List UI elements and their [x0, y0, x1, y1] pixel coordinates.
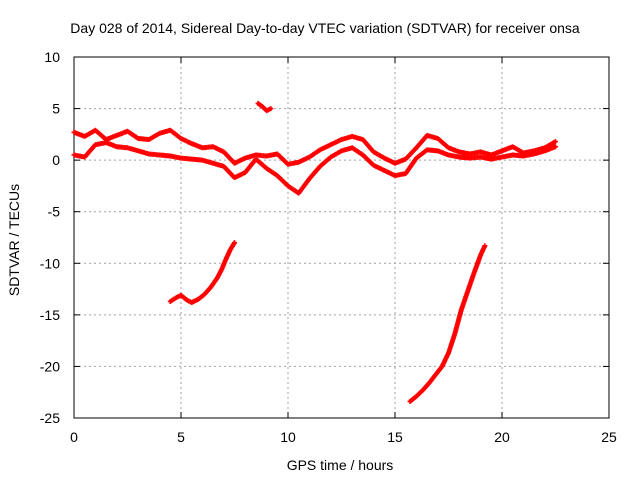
y-tick-label: -15 [40, 307, 60, 323]
y-tick-label: -10 [40, 255, 60, 271]
y-tick-label: 5 [52, 101, 60, 117]
series-descending-arc-right [407, 243, 488, 404]
y-tick-label: -25 [40, 410, 60, 426]
axis-ticks [73, 56, 610, 419]
plot-frame [73, 56, 610, 419]
y-tick-label: -5 [48, 204, 61, 220]
chart-title: Day 028 of 2014, Sidereal Day-to-day VTE… [70, 20, 580, 36]
x-tick-label: 15 [387, 429, 403, 445]
y-tick-label: -20 [40, 358, 60, 374]
x-tick-label: 0 [70, 429, 78, 445]
x-axis-title: GPS time / hours [287, 457, 394, 473]
data-points [71, 100, 558, 404]
data-point [553, 139, 558, 145]
x-tick-label: 10 [280, 429, 296, 445]
data-point [232, 240, 237, 246]
x-tick-label: 20 [494, 429, 510, 445]
series-main-band-lower [71, 140, 558, 196]
y-tick-label: 10 [44, 49, 60, 65]
grid-lines [74, 57, 609, 418]
tick-labels: 0 5 10 15 20 25 10 5 0 -5 -10 -15 -20 -25 [40, 49, 617, 445]
series-main-band-upper [71, 127, 558, 167]
y-tick-label: 0 [52, 152, 60, 168]
series-descending-arc-left [167, 240, 237, 305]
data-point [553, 144, 558, 150]
x-tick-label: 5 [177, 429, 185, 445]
data-point [268, 106, 274, 112]
y-axis-title: SDTVAR / TECUs [6, 184, 22, 296]
data-point [482, 243, 488, 249]
plot-border [73, 56, 610, 419]
series-short-arc-hour-9 [255, 100, 274, 114]
x-tick-label: 25 [601, 429, 617, 445]
